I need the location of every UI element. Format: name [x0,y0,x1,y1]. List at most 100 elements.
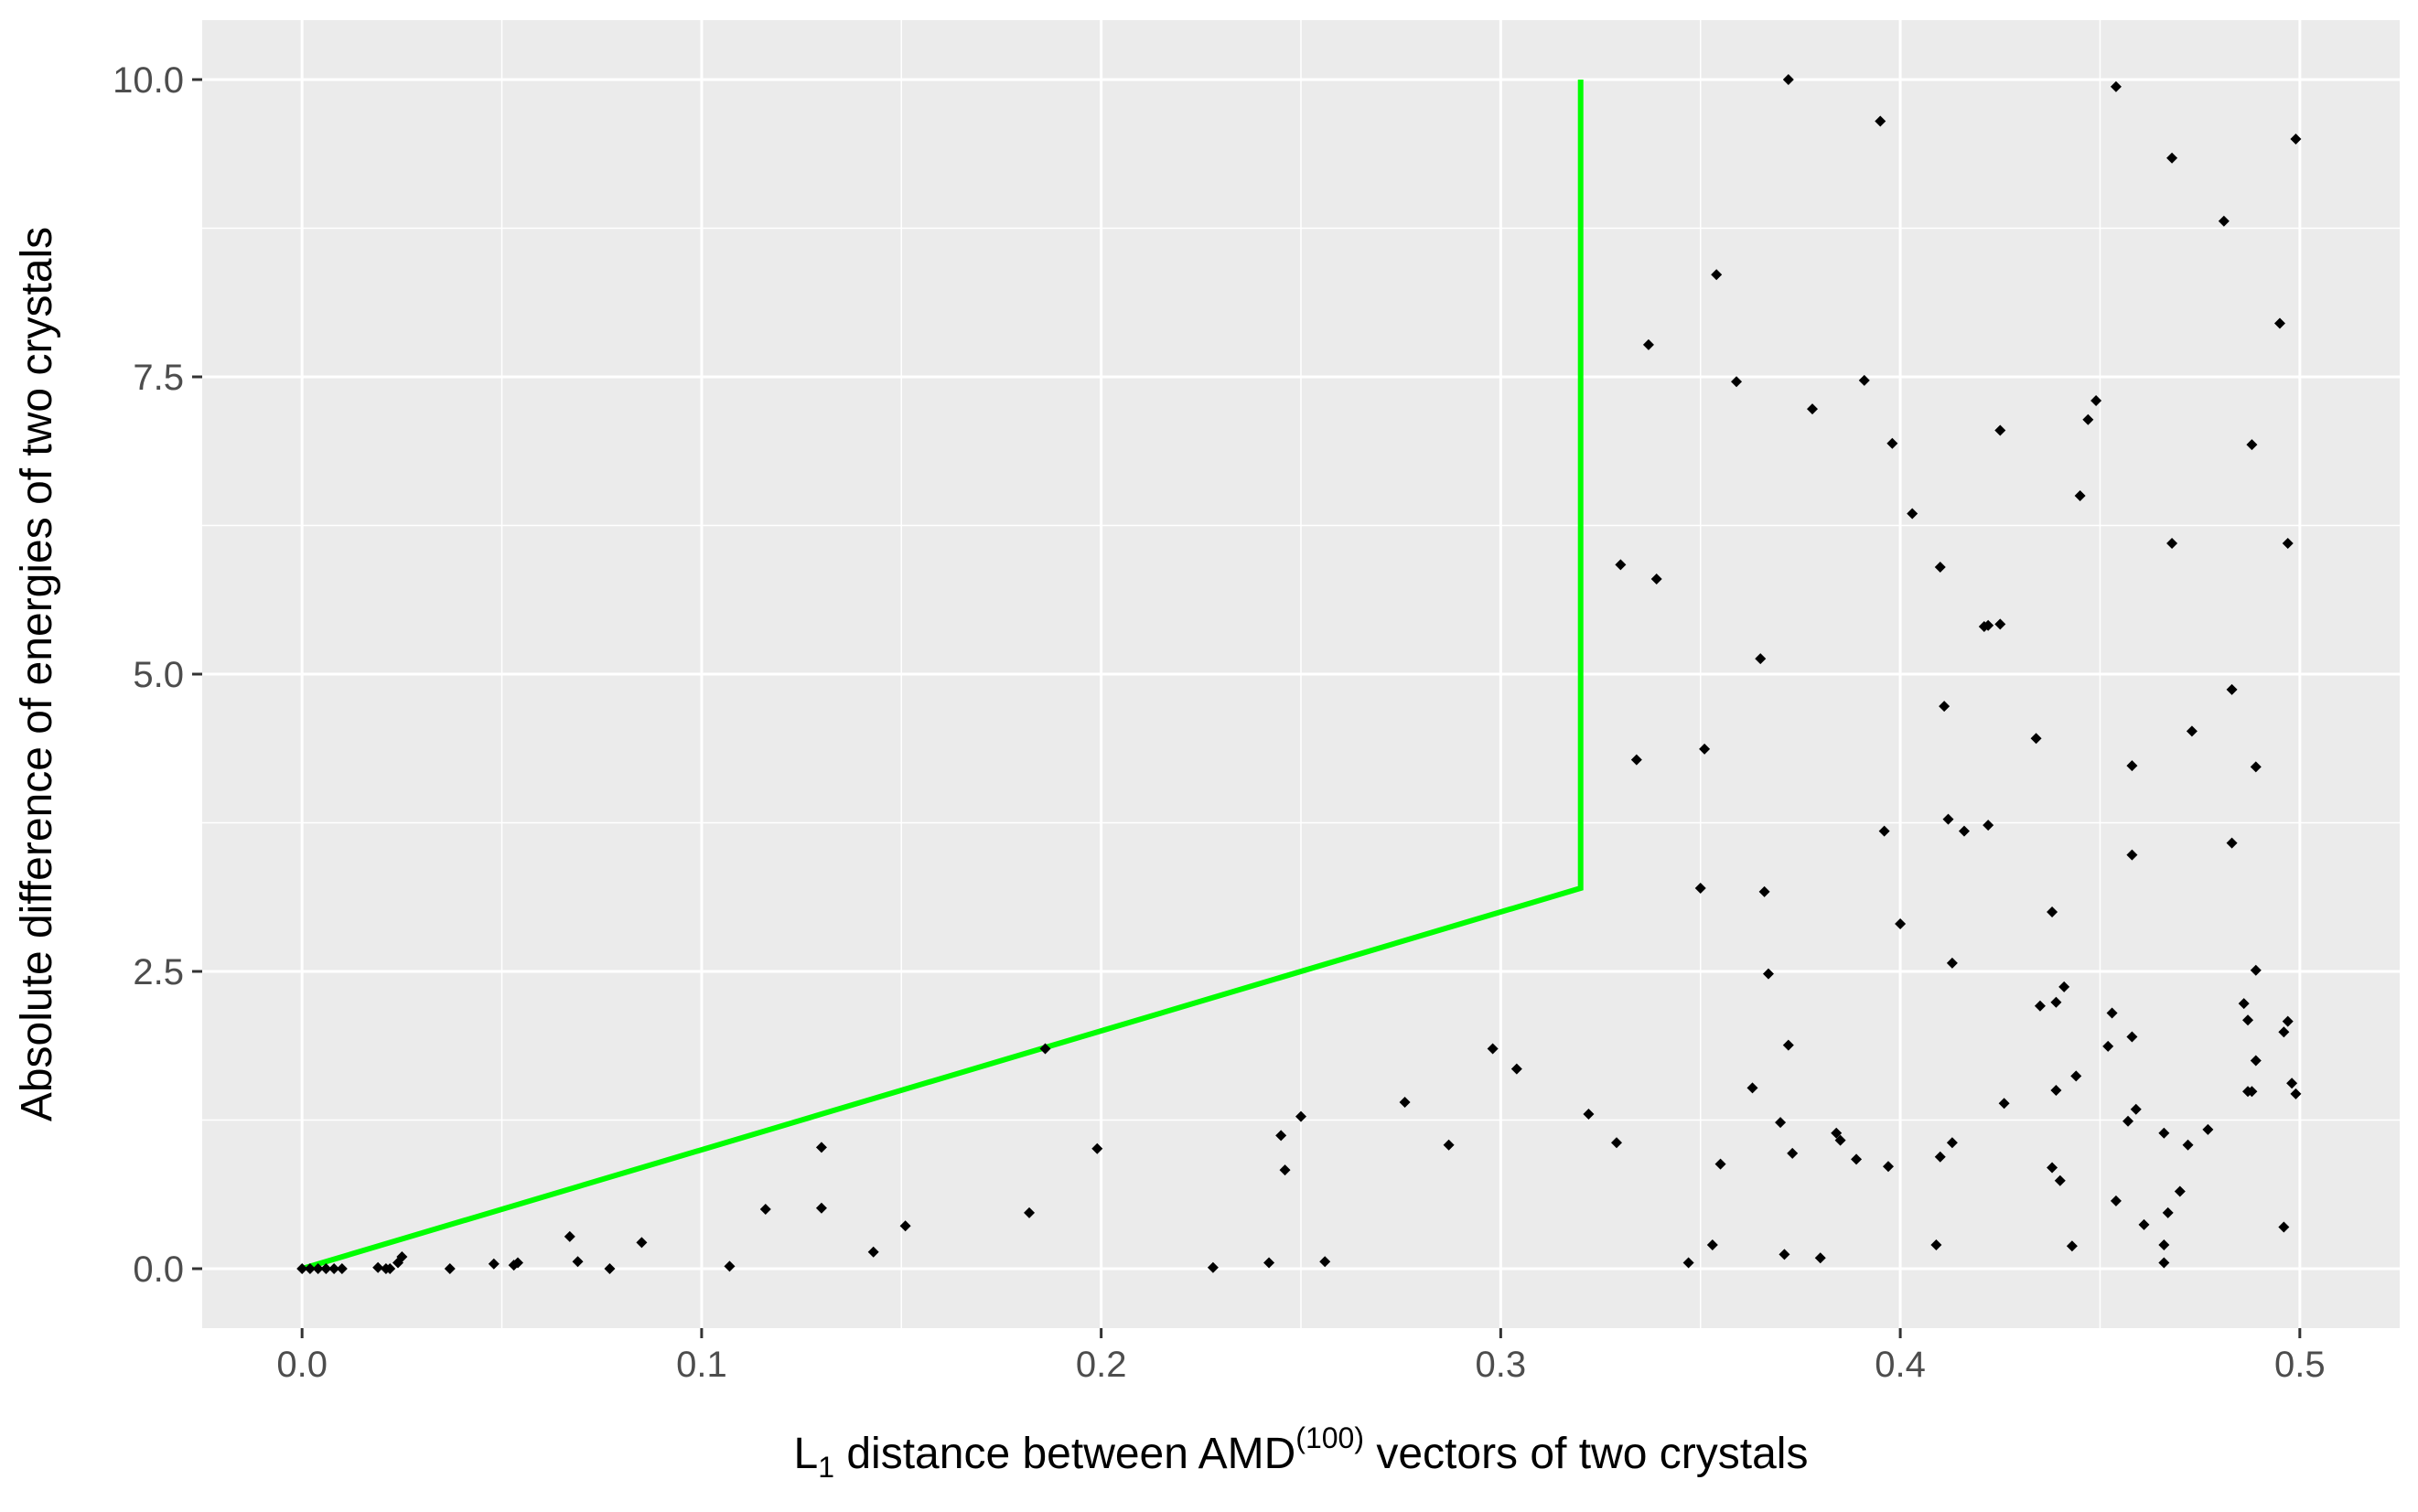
data-point [2238,998,2250,1010]
data-point [2082,413,2094,425]
data-point [2290,1088,2302,1099]
data-point [372,1261,384,1273]
data-point [1807,403,1819,415]
data-point [2186,725,2198,737]
x-tick-label: 0.3 [1476,1345,1527,1385]
data-point [2070,1070,2082,1082]
data-point [2278,1221,2290,1233]
x-tick-label: 0.4 [1875,1345,1926,1385]
data-point [867,1246,879,1258]
data-point [2250,761,2262,773]
data-point [2273,317,2285,329]
data-point [296,1263,308,1274]
data-point [2166,538,2178,549]
data-point [1295,1110,1306,1122]
data-point [512,1257,524,1269]
data-point [2030,733,2042,745]
data-point [2278,1026,2290,1038]
data-point [2047,1162,2058,1174]
data-point [488,1258,500,1270]
data-point [1946,957,1958,969]
x-tick-label: 0.0 [276,1345,328,1385]
data-point [1814,1252,1826,1264]
data-point [1758,885,1770,897]
data-point [1934,562,1946,573]
data-point [604,1263,616,1274]
data-point [1711,269,1723,281]
data-point [1998,1098,2010,1110]
data-point [1946,1137,1958,1149]
data-point [1782,74,1794,85]
data-point [1275,1130,1287,1142]
data-point [2158,1239,2170,1250]
data-point [2166,152,2178,164]
data-point [815,1202,827,1214]
x-axis-title-middle: distance between AMD [834,1430,1295,1478]
data-point [1039,1043,1051,1055]
data-point [2058,981,2070,992]
data-point [1279,1164,1291,1176]
data-point [2050,996,2062,1008]
data-point [1882,1161,1894,1173]
data-point [1487,1043,1499,1055]
data-point [2282,538,2294,549]
y-tick-label: 7.5 [133,358,184,398]
data-point [1694,883,1706,894]
data-point [724,1260,736,1272]
data-point [1762,968,1774,980]
data-point [2202,1123,2214,1135]
data-point [2126,760,2138,772]
data-point [1878,825,1890,837]
y-tick-label: 2.5 [133,952,184,992]
data-point [1024,1206,1036,1218]
data-point [2286,1078,2298,1089]
x-axis-ticks: 0.0 0.1 0.2 0.3 0.4 0.5 [276,1328,2326,1385]
x-tick-label: 0.5 [2274,1345,2326,1385]
data-point [759,1204,771,1215]
data-point [899,1220,911,1232]
data-point [1858,374,1870,386]
data-point [1091,1142,1103,1154]
data-point [1319,1256,1331,1268]
data-point [336,1263,348,1274]
data-point [2054,1174,2066,1186]
data-point [636,1237,648,1249]
data-point [2246,439,2258,451]
data-point [1930,1239,1942,1250]
data-point [2158,1127,2170,1139]
data-point [1834,1134,1846,1146]
data-point [2246,1086,2258,1098]
data-point [2242,1014,2254,1026]
x-axis-title-suffix: vectors of two crystals [1364,1430,1808,1478]
data-point [304,1263,316,1274]
data-point [2218,215,2230,227]
data-point [2250,964,2262,976]
data-point [1263,1257,1275,1269]
data-point [1399,1097,1411,1108]
x-axis-title-prefix: L [794,1430,819,1478]
data-point [1994,618,2006,630]
data-point [2034,1000,2046,1012]
data-point [2050,1085,2062,1096]
data-point [1907,508,1918,520]
data-point [2226,837,2238,849]
data-point [1650,574,1662,584]
data-point [1831,1127,1843,1139]
data-point [312,1263,324,1274]
data-point [1731,376,1743,388]
data-point [2290,134,2302,145]
data-point [2174,1185,2186,1197]
x-tick-label: 0.1 [676,1345,727,1385]
data-point [2090,395,2102,406]
data-point [1714,1158,1726,1170]
grid-major [202,20,2400,1328]
y-axis-title: Absolute difference of energies of two c… [13,227,61,1121]
data-point [2250,1055,2262,1067]
data-point [1611,1137,1623,1149]
data-point [1510,1063,1522,1075]
data-point [1886,437,1898,449]
data-point [2162,1206,2174,1218]
y-tick-label: 10.0 [113,60,184,101]
data-point [1746,1082,1758,1094]
